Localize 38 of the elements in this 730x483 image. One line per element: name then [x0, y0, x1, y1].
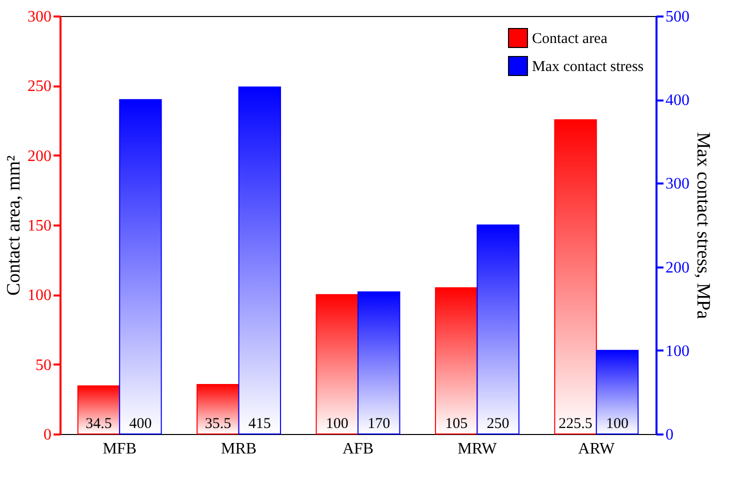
y-axis-title: Contact area, mm²	[4, 155, 24, 296]
y-tick-label: 150	[28, 218, 52, 234]
bar	[196, 384, 240, 434]
bar	[596, 350, 639, 434]
data-label: 105	[445, 416, 468, 432]
data-label: 100	[606, 416, 629, 432]
x-tick-label: ARW	[578, 440, 616, 458]
data-label: 34.5	[86, 416, 112, 432]
y-tick-label: 300	[28, 8, 52, 26]
y2-tick-label: 0	[666, 426, 674, 444]
y2-tick-label: 500	[666, 8, 690, 26]
legend-label: Max contact stress	[532, 59, 644, 75]
bar	[238, 86, 282, 434]
data-label: 400	[129, 416, 152, 432]
y2-axis-title: Max contact stress, MPa	[692, 132, 714, 320]
bar	[554, 119, 597, 434]
data-label: 250	[486, 416, 510, 432]
x-tick-label: MFB	[102, 440, 136, 458]
x-tick-label: AFB	[342, 440, 374, 458]
y-tick-label: 100	[28, 287, 52, 304]
bar	[119, 99, 162, 434]
y-tick-label: 50	[36, 356, 52, 374]
bar	[77, 385, 120, 434]
y2-tick-label: 100	[666, 342, 690, 360]
legend-label: Contact area	[532, 31, 608, 47]
y2-tick-label: 200	[666, 259, 690, 276]
x-tick-label: MRB	[221, 440, 257, 458]
y-tick-label: 250	[28, 78, 52, 96]
data-label: 415	[248, 416, 271, 432]
data-label: 35.5	[204, 416, 232, 432]
data-label: 100	[326, 416, 348, 432]
y-tick-label: 200	[28, 148, 52, 165]
y-tick-label: 0	[44, 426, 52, 444]
data-label: 170	[368, 416, 390, 432]
y2-tick-label: 400	[666, 92, 690, 110]
x-tick-label: MRW	[458, 440, 498, 458]
data-label: 225.5	[558, 416, 592, 432]
y2-tick-label: 300	[666, 176, 690, 193]
